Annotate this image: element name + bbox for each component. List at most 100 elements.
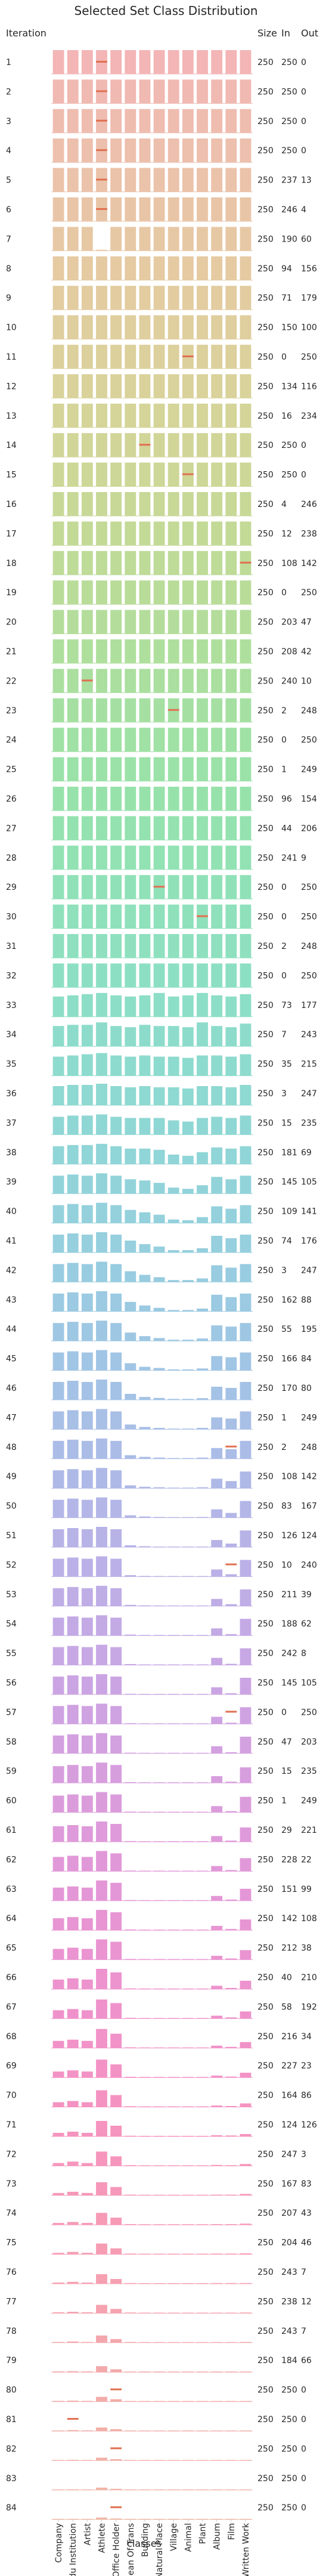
- bar: [52, 1887, 64, 1901]
- bar: [96, 1939, 107, 1960]
- bar: [125, 816, 136, 840]
- bar: [225, 816, 237, 840]
- bar: [240, 1440, 252, 1459]
- size-value: 250: [257, 2209, 274, 2218]
- bar: [197, 345, 208, 369]
- bar: [139, 1516, 151, 1518]
- bar: [67, 1557, 79, 1577]
- bar: [52, 1529, 64, 1547]
- bar: [211, 1956, 223, 1960]
- bar: [211, 698, 223, 722]
- bar: [153, 1752, 165, 1754]
- bar: [167, 1399, 179, 1400]
- bar: [96, 2182, 107, 2195]
- bar: [197, 1022, 208, 1047]
- iteration-label: 30: [6, 913, 17, 922]
- bar: [125, 197, 136, 221]
- bar: [125, 1424, 136, 1430]
- bar: [81, 845, 93, 870]
- bar: [81, 1887, 93, 1901]
- size-value: 250: [257, 1678, 274, 1688]
- bar: [96, 1822, 107, 1842]
- bar: [211, 1325, 223, 1341]
- bar: [225, 197, 237, 221]
- bar: [182, 963, 194, 988]
- out-value: 141: [301, 1207, 317, 1217]
- bar: [197, 1870, 208, 1872]
- bar: [167, 1517, 179, 1518]
- bar: [153, 639, 165, 663]
- bar: [81, 1235, 93, 1253]
- bar: [225, 996, 237, 1017]
- bar: [67, 845, 79, 870]
- bar: [153, 1026, 165, 1047]
- bar: [211, 2164, 223, 2166]
- bar: [182, 1752, 194, 1754]
- bar: [125, 904, 136, 929]
- bar: [67, 109, 79, 133]
- category-label: Written Work: [241, 2522, 251, 2576]
- bar: [182, 728, 194, 752]
- bar: [167, 2165, 179, 2166]
- bar: [67, 433, 79, 457]
- size-value: 250: [257, 1384, 274, 1393]
- bar: [167, 1340, 179, 1341]
- bar: [67, 2252, 79, 2255]
- iteration-label: 64: [6, 1914, 17, 1924]
- bar: [110, 1146, 122, 1164]
- bar: [125, 787, 136, 811]
- bar: [153, 551, 165, 575]
- bar: [240, 2253, 252, 2255]
- bar: [167, 433, 179, 457]
- bar: [67, 1765, 79, 1783]
- size-value: 250: [257, 2238, 274, 2248]
- iteration-label: 8: [6, 264, 11, 274]
- bar: [52, 521, 64, 546]
- bar: [197, 698, 208, 722]
- bar: [125, 521, 136, 546]
- bar: [182, 610, 194, 634]
- bar: [153, 1841, 165, 1842]
- in-value: 216: [281, 2032, 297, 2042]
- bar: [52, 109, 64, 133]
- bar: [52, 227, 64, 251]
- bar: [167, 1056, 179, 1076]
- bar: [125, 1811, 136, 1813]
- bar: [225, 1179, 237, 1194]
- iteration-label: 27: [6, 824, 17, 833]
- bar: [211, 1866, 223, 1872]
- bar: [240, 1767, 252, 1783]
- iteration-label: 15: [6, 471, 17, 480]
- bar: [211, 1479, 223, 1489]
- bar: [139, 374, 151, 398]
- bar: [197, 551, 208, 575]
- bar: [125, 227, 136, 251]
- bar: [110, 2156, 122, 2166]
- bar: [81, 1918, 93, 1931]
- bar: [52, 1026, 64, 1047]
- bar: [240, 1950, 252, 1960]
- bar: [139, 79, 151, 104]
- category-label: Album: [213, 2523, 222, 2550]
- bar: [139, 1546, 151, 1547]
- bar: [52, 1918, 64, 1931]
- size-value: 250: [257, 529, 274, 539]
- bar: [225, 462, 237, 487]
- bar: [211, 1926, 223, 1931]
- iteration-label: 53: [6, 1590, 17, 1600]
- bar: [182, 1458, 194, 1459]
- bar: [153, 2342, 165, 2343]
- out-value: 247: [301, 1266, 317, 1275]
- in-value: 142: [281, 1914, 297, 1924]
- bar: [225, 1208, 237, 1223]
- iteration-label: 67: [6, 2002, 17, 2012]
- bar: [96, 2090, 107, 2107]
- bar: [139, 1900, 151, 1901]
- bar: [96, 1380, 107, 1400]
- bar: [96, 1261, 107, 1282]
- bar: [182, 2165, 194, 2166]
- bar: [182, 1057, 194, 1076]
- bar: [96, 1022, 107, 1047]
- bar: [96, 462, 107, 487]
- bar: [110, 1706, 122, 1724]
